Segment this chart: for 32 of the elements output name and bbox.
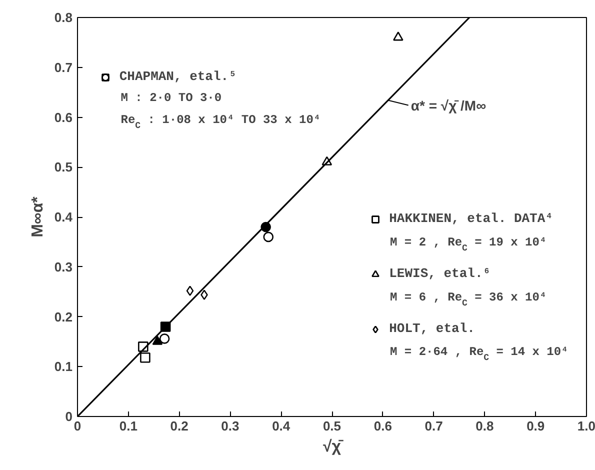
x-tick-label: 0.8 (476, 418, 494, 434)
x-tick-label: 0.6 (374, 418, 392, 434)
y-tick-label: 0.3 (54, 259, 73, 274)
y-tick-label: 0.6 (54, 110, 73, 125)
y-tick-label: 0.7 (54, 60, 73, 75)
x-tick-label: 0.7 (424, 418, 443, 434)
y-axis-title: M∞α* (29, 196, 46, 238)
x-axis-title: √χ̄ (323, 438, 344, 456)
x-tick-label: 0.3 (221, 418, 240, 434)
legend-label: LEWIS, etal.⁶ (389, 266, 491, 282)
x-tick-label: 1.0 (577, 418, 595, 434)
y-tick-label: 0.5 (54, 160, 73, 175)
legend-label: HAKKINEN, etal. DATA⁴ (389, 211, 553, 226)
x-tick-label: 0.2 (170, 418, 188, 434)
x-tick-label: 0.4 (272, 418, 291, 434)
point (140, 352, 150, 363)
point (200, 290, 208, 300)
y-tick-label: 0 (65, 409, 73, 424)
annotation: M : 2·0 TO 3·0 (120, 90, 222, 105)
x-tick-label: 0.5 (322, 418, 342, 434)
point (186, 286, 194, 296)
y-tick-label: 0.8 (54, 10, 73, 25)
legend-label: CHAPMAN, etal.⁵ (119, 69, 236, 84)
y-tick-label: 0.1 (54, 359, 73, 374)
x-tick-label: 0.1 (119, 418, 138, 434)
point (393, 32, 404, 41)
legend-label: HOLT, etal. (389, 321, 475, 336)
point (152, 336, 163, 345)
y-tick-label: 0.2 (54, 309, 73, 324)
annotation: α* = √χ̄ /M∞ (410, 97, 486, 114)
x-tick-label: 0.9 (526, 418, 545, 434)
y-tick-label: 0.4 (54, 210, 74, 224)
